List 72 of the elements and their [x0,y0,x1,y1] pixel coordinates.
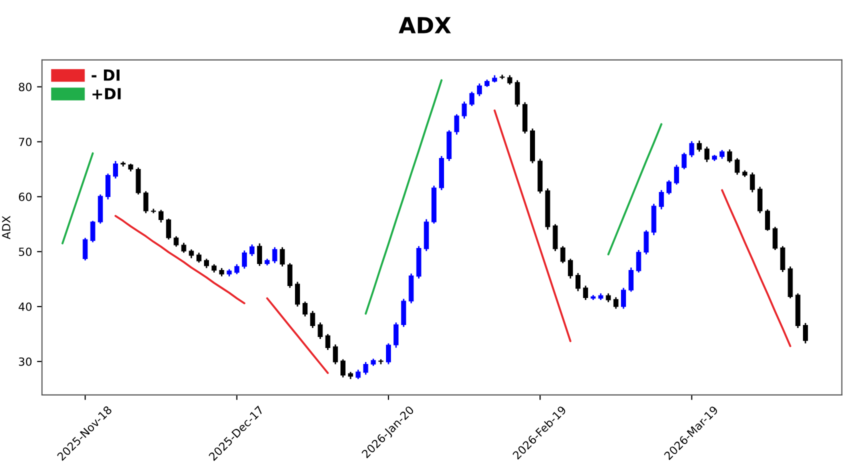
candlestick [666,180,672,196]
candlestick [727,148,732,164]
candlestick [174,236,179,248]
candlestick [325,333,330,351]
candlestick [704,146,710,163]
candlestick [302,300,308,318]
candlestick [401,298,406,328]
candlestick [166,218,172,240]
candlestick [105,172,110,200]
candlestick [469,91,474,107]
candlestick [310,310,316,329]
candlestick [280,246,285,268]
candlestick [196,252,202,264]
candlestick [136,166,141,196]
candlestick [780,245,786,273]
legend-label: - DI [92,70,120,81]
candlestick [772,226,778,251]
y-tick-label: 70 [19,138,32,146]
candlestick [204,258,209,269]
candlestick [181,242,186,254]
candlestick [113,160,118,180]
candlestick [386,342,391,365]
y-tick-label: 50 [18,248,32,256]
candlestick [340,358,346,378]
candlestick [514,80,520,108]
candlestick [143,190,148,214]
candlestick [158,209,164,224]
candlestick [644,230,649,256]
candlestick [568,258,573,280]
candlestick [394,322,399,348]
candlestick [90,220,96,243]
candlestick [765,208,770,232]
legend-label: +DI [92,88,121,100]
candlestick [734,158,740,176]
candlestick [750,172,755,193]
candlestick [272,246,278,264]
candlestick [462,100,467,120]
candlestick [636,249,642,274]
candlestick [234,264,240,275]
candlestick [318,322,323,340]
candlestick [295,281,300,308]
candlestick [257,242,262,267]
y-tick-label: 60 [18,192,32,202]
candlestick [696,140,702,152]
chart-title: ADX [398,17,451,34]
candlestick [476,82,482,97]
candlestick [82,237,88,262]
candlestick [583,284,588,301]
candlestick [552,223,558,252]
candlestick [621,287,626,310]
candlestick [674,164,680,186]
y-tick-label: 30 [18,357,32,366]
candlestick [682,152,687,170]
candlestick [658,189,664,210]
y-tick-label: 80 [18,82,32,92]
y-axis-title: ADX [2,216,10,240]
candlestick [689,140,694,158]
candlestick [250,244,254,257]
candlestick [287,262,292,289]
candlestick [242,250,247,270]
candlestick [576,272,580,292]
candlestick [363,361,368,376]
candlestick [613,296,618,310]
candlestick [802,322,808,344]
candlestick [454,114,460,136]
candlestick [507,74,512,86]
candlestick [560,245,566,264]
candlestick [757,186,762,214]
candlestick [628,266,634,292]
candlestick [332,344,338,365]
candlestick [356,369,361,380]
y-tick-label: 40 [18,302,32,311]
